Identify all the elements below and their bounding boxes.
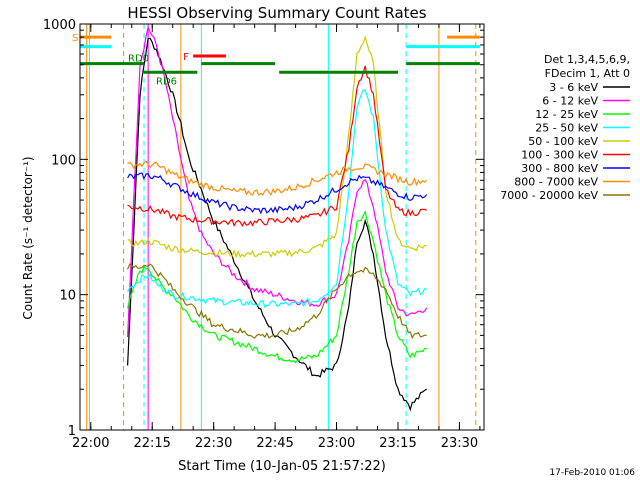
series-line-7000-20000-kev	[127, 263, 427, 340]
y-axis-label: Count Rate (s⁻¹ detector⁻¹)	[21, 156, 35, 319]
series-line-100-300-kev	[127, 65, 427, 228]
legend-entry-label: 12 - 25 keV	[535, 108, 598, 121]
x-axis-label: Start Time (10-Jan-05 21:57:22)	[178, 459, 386, 474]
series-line-300-800-kev	[127, 172, 428, 215]
x-tick-label: 22:00	[72, 436, 109, 451]
series-line-6-12-kev	[127, 25, 428, 338]
legend: Det 1,3,4,5,6,9,FDecim 1, Att 03 - 6 keV…	[500, 53, 630, 202]
flag-label: RD0	[128, 54, 149, 65]
plot-frame	[79, 23, 485, 431]
y-tick-label: 100	[51, 153, 76, 168]
x-tick-label: 23:00	[318, 436, 355, 451]
legend-entry-label: 300 - 800 keV	[521, 162, 598, 175]
y-tick-label: 1000	[43, 18, 76, 33]
series-line-800-7000-kev	[127, 160, 428, 197]
legend-entry-label: 100 - 300 keV	[521, 149, 598, 162]
y-tick-label: 1	[68, 424, 76, 439]
x-tick-label: 22:45	[256, 436, 293, 451]
legend-entry-label: 3 - 6 keV	[549, 81, 598, 94]
legend-entry-label: 7000 - 20000 keV	[500, 189, 598, 202]
x-tick-label: 22:30	[195, 436, 232, 451]
legend-header: FDecim 1, Att 0	[545, 67, 630, 80]
x-tick-label: 22:15	[133, 436, 170, 451]
legend-entry-label: 50 - 100 keV	[528, 135, 598, 148]
y-tick-label: 10	[59, 289, 76, 304]
legend-header: Det 1,3,4,5,6,9,	[544, 53, 630, 66]
legend-entry-label: 6 - 12 keV	[542, 95, 598, 108]
legend-entry-label: 800 - 7000 keV	[514, 176, 598, 189]
x-tick-label: 23:30	[441, 436, 478, 451]
x-tick-label: 23:15	[379, 436, 416, 451]
footer-date: 17-Feb-2010 01:06	[549, 468, 635, 478]
legend-entry-label: 25 - 50 keV	[535, 122, 598, 135]
chart-title: HESSI Observing Summary Count Rates	[127, 4, 426, 22]
series-line-12-25-kev	[127, 209, 427, 364]
series-line-25-50-kev	[127, 89, 427, 309]
series-line-50-100-kev	[127, 35, 427, 259]
flag-label: RD6	[156, 76, 177, 87]
flag-label: S	[72, 33, 78, 44]
flag-label: F	[183, 52, 189, 63]
